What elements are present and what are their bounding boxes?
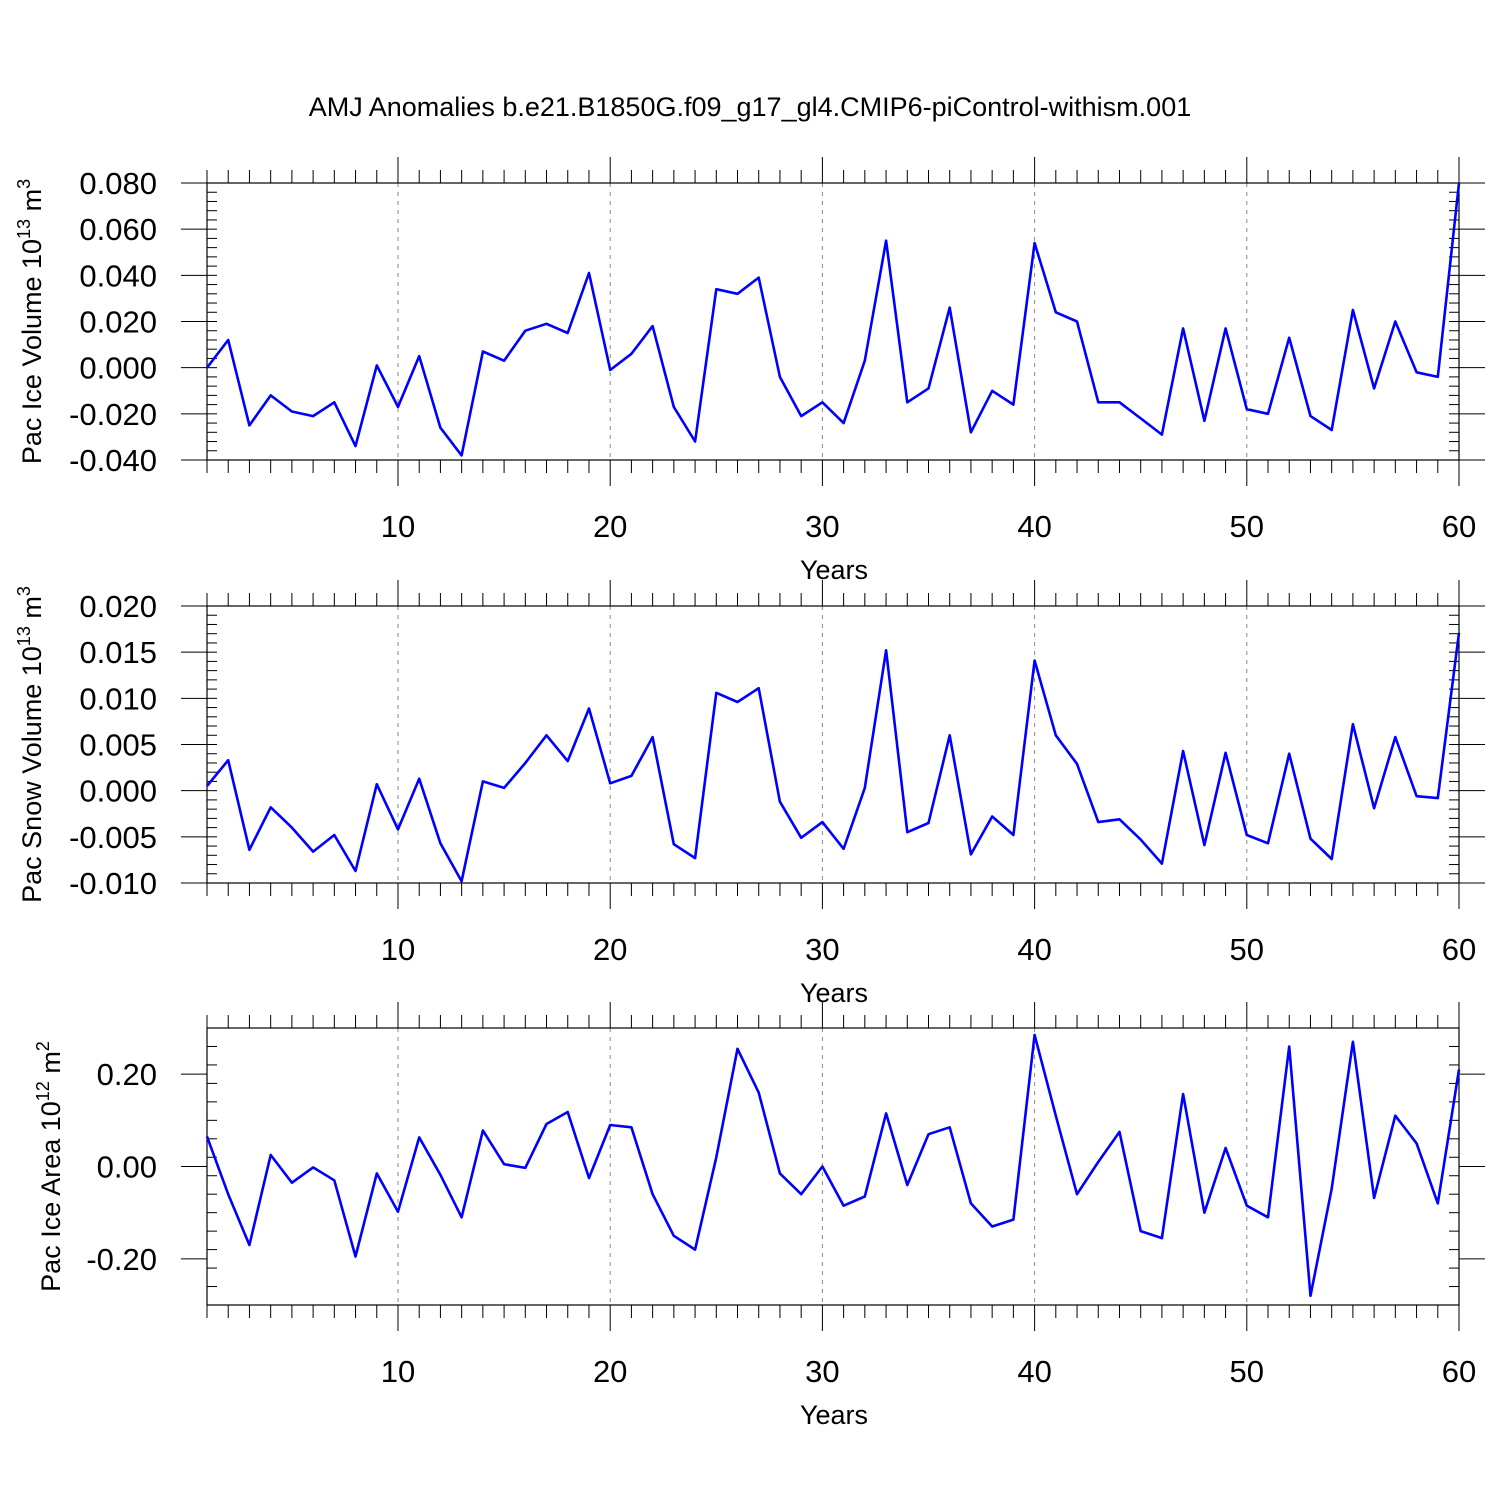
x-axis-label: Years	[800, 978, 868, 1008]
chart-panel-3: -0.20 0.00 0.20 10 20 30 40 50 60 Years Pac Ice Ar…	[33, 1002, 1485, 1430]
y-tick-label: 0.000	[79, 774, 157, 809]
series-line	[205, 182, 1461, 457]
y-tick-label: 0.00	[97, 1150, 157, 1185]
chart-panel-1: -0.040 -0.020 0.000 0.020 0.040 0.060 0.080 10 2…	[14, 157, 1485, 585]
series-line	[205, 1033, 1461, 1298]
y-axis-label: Pac Ice Area 1012 m2	[33, 1041, 66, 1292]
y-tick-label: 0.010	[79, 681, 157, 716]
plot-frame	[206, 605, 1460, 884]
x-tick-label: 50	[1230, 932, 1264, 967]
y-tick-label: 0.020	[79, 589, 157, 624]
y-tick-label: -0.20	[86, 1242, 157, 1277]
y-tick-label: 0.020	[79, 305, 157, 340]
x-axis-label: Years	[800, 1400, 868, 1430]
x-tick-label: 60	[1442, 1354, 1476, 1389]
plot-frame	[206, 182, 1460, 461]
page-title: AMJ Anomalies b.e21.B1850G.f09_g17_gl4.C…	[308, 92, 1192, 122]
x-tick-label: 10	[381, 1354, 415, 1389]
x-tick-label: 30	[805, 509, 839, 544]
x-tick-label: 60	[1442, 509, 1476, 544]
x-tick-label: 50	[1230, 1354, 1264, 1389]
x-tick-label: 20	[593, 1354, 627, 1389]
y-tick-label: 0.20	[97, 1057, 157, 1092]
x-tick-label: 10	[381, 509, 415, 544]
x-tick-label: 20	[593, 932, 627, 967]
x-tick-label: 40	[1017, 1354, 1051, 1389]
y-tick-label: 0.005	[79, 728, 157, 763]
x-tick-label: 30	[805, 1354, 839, 1389]
x-tick-label: 10	[381, 932, 415, 967]
x-tick-label: 40	[1017, 932, 1051, 967]
x-tick-label: 20	[593, 509, 627, 544]
x-tick-label: 50	[1230, 509, 1264, 544]
y-tick-label: 0.000	[79, 351, 157, 386]
series-line	[205, 632, 1461, 883]
x-tick-label: 60	[1442, 932, 1476, 967]
chart-panel-2: -0.010 -0.005 0.000 0.005 0.010 0.015 0.020 10 2…	[14, 580, 1485, 1008]
plot-frame	[206, 1027, 1460, 1306]
y-tick-label: -0.020	[69, 397, 157, 432]
y-tick-label: 0.080	[79, 166, 157, 201]
y-tick-label: -0.005	[69, 820, 157, 855]
y-tick-label: -0.040	[69, 443, 157, 478]
x-axis-label: Years	[800, 555, 868, 585]
y-axis-label: Pac Snow Volume 1013 m3	[14, 586, 47, 903]
y-tick-label: -0.010	[69, 866, 157, 901]
y-tick-label: 0.060	[79, 212, 157, 247]
x-tick-label: 30	[805, 932, 839, 967]
y-tick-label: 0.040	[79, 258, 157, 293]
y-tick-label: 0.015	[79, 635, 157, 670]
x-tick-label: 40	[1017, 509, 1051, 544]
y-axis-label: Pac Ice Volume 1013 m3	[14, 179, 47, 464]
